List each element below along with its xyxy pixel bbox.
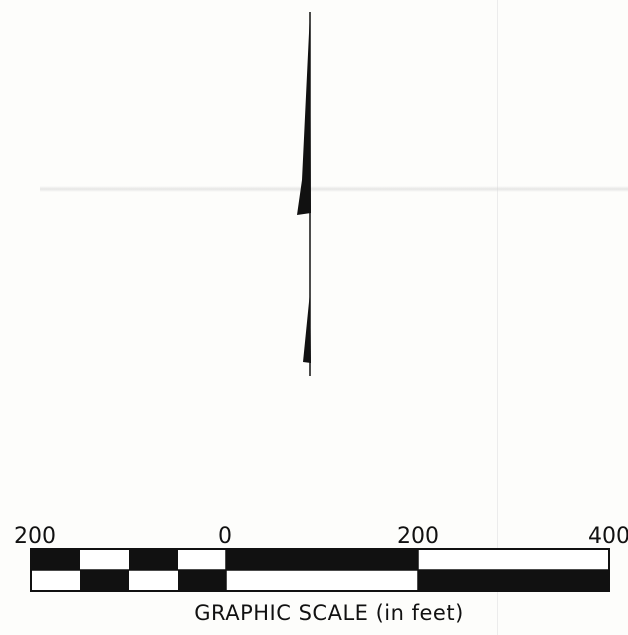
scale-seg-bottom-4 — [178, 570, 226, 591]
scale-seg-top-5 — [226, 549, 418, 570]
scale-seg-top-4 — [178, 549, 226, 570]
scale-tick-200-left: 200 — [14, 524, 56, 549]
scale-seg-top-2 — [80, 549, 129, 570]
scale-seg-bottom-2 — [80, 570, 129, 591]
north-arrow-upper-barb — [297, 12, 311, 215]
north-arrow-icon — [297, 12, 311, 376]
scale-seg-bottom-5 — [226, 570, 418, 591]
scale-tick-200-right: 200 — [397, 524, 439, 549]
scan-streak — [40, 186, 628, 192]
scale-tick-400: 400 — [588, 524, 628, 549]
scale-seg-bottom-1 — [31, 570, 80, 591]
scale-caption: GRAPHIC SCALE (in feet) — [194, 601, 464, 625]
scale-seg-bottom-3 — [129, 570, 178, 591]
graphic-scale-bar — [30, 548, 610, 592]
scale-tick-0: 0 — [218, 524, 232, 549]
scale-seg-top-6 — [418, 549, 609, 570]
scale-seg-top-1 — [31, 549, 80, 570]
north-arrow-lower-barb — [303, 292, 311, 363]
scale-seg-bottom-6 — [418, 570, 609, 591]
sheet-fold-line — [497, 0, 498, 635]
scale-seg-top-3 — [129, 549, 178, 570]
